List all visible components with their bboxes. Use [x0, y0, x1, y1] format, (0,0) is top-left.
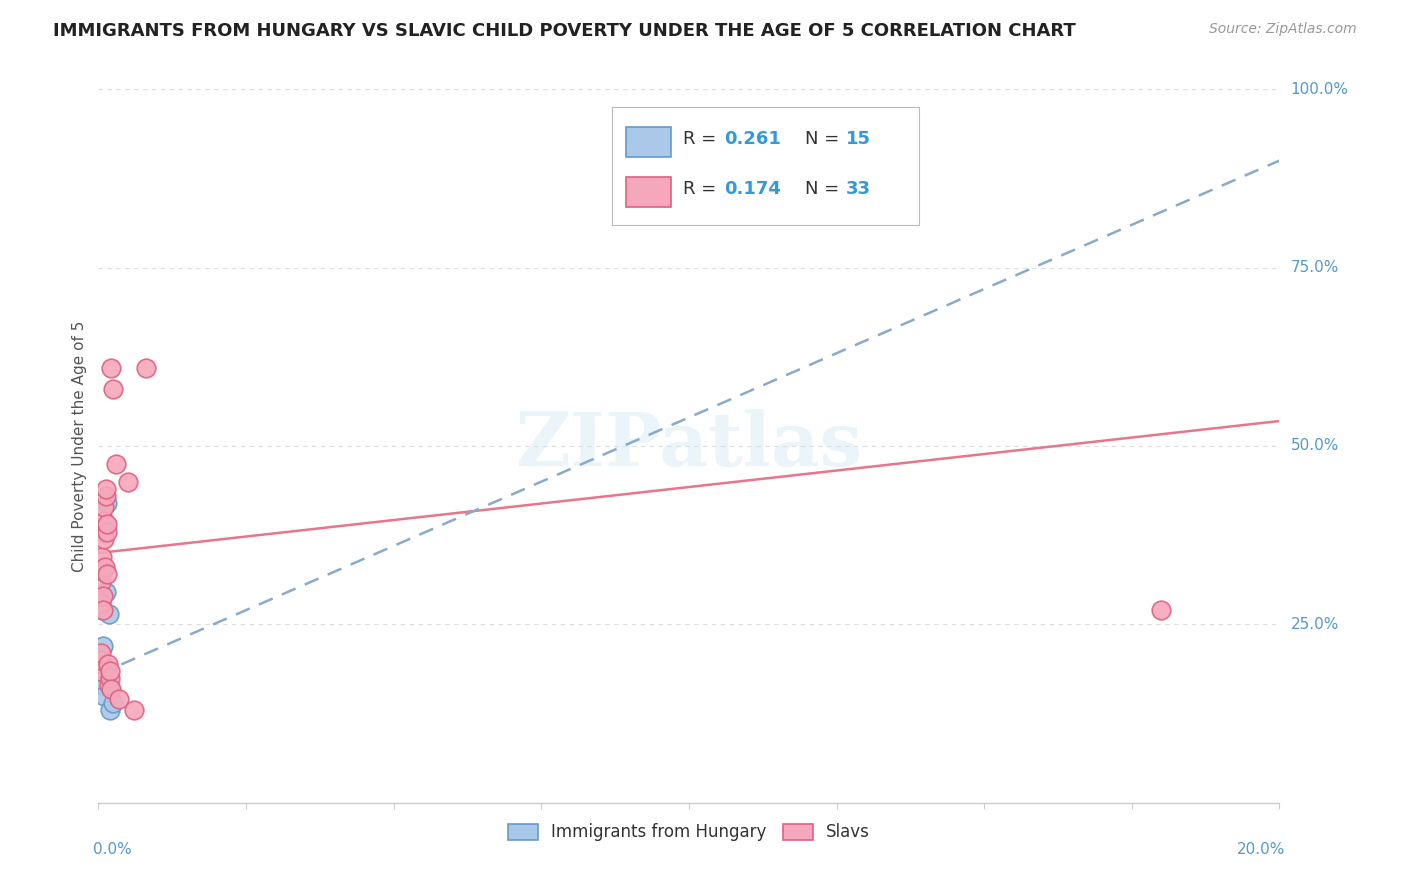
Y-axis label: Child Poverty Under the Age of 5: Child Poverty Under the Age of 5: [72, 320, 87, 572]
Point: [89, 653, 111, 667]
Text: 75.0%: 75.0%: [1291, 260, 1339, 275]
Point: [96, 496, 118, 510]
Point: [98, 671, 121, 685]
Point: [93, 689, 115, 703]
Text: ZIPatlas: ZIPatlas: [516, 409, 862, 483]
Point: [98, 607, 121, 621]
Point: [91, 664, 114, 678]
Point: [93, 500, 115, 514]
Point: [98, 664, 121, 678]
Point: [94, 560, 117, 574]
Point: [98, 678, 121, 692]
Point: [117, 475, 139, 489]
Text: R =: R =: [683, 130, 723, 148]
Point: [91, 639, 114, 653]
Text: 0.261: 0.261: [724, 130, 782, 148]
FancyBboxPatch shape: [626, 127, 671, 157]
Point: [91, 603, 114, 617]
Point: [90, 596, 112, 610]
Point: [103, 382, 125, 396]
Point: [90, 671, 112, 685]
Point: [89, 664, 111, 678]
Text: 15: 15: [846, 130, 872, 148]
Point: [89, 657, 111, 671]
Text: Source: ZipAtlas.com: Source: ZipAtlas.com: [1209, 22, 1357, 37]
Point: [91, 603, 114, 617]
Point: [108, 692, 131, 706]
Text: 20.0%: 20.0%: [1237, 842, 1285, 857]
Point: [98, 703, 121, 717]
Point: [93, 532, 115, 546]
Point: [96, 517, 118, 532]
Text: 0.0%: 0.0%: [93, 842, 131, 857]
Text: N =: N =: [804, 130, 845, 148]
Point: [93, 678, 115, 692]
Point: [94, 585, 117, 599]
Point: [94, 482, 117, 496]
Point: [91, 564, 114, 578]
Text: 25.0%: 25.0%: [1291, 617, 1339, 632]
Point: [90, 646, 112, 660]
Point: [122, 703, 145, 717]
Point: [96, 524, 118, 539]
Text: 0.174: 0.174: [724, 180, 782, 198]
Point: [90, 574, 112, 589]
Text: R =: R =: [683, 180, 723, 198]
Point: [100, 360, 122, 375]
Point: [89, 664, 111, 678]
Point: [100, 681, 122, 696]
Point: [91, 589, 114, 603]
Text: 50.0%: 50.0%: [1291, 439, 1339, 453]
Point: [135, 360, 157, 375]
Point: [96, 567, 118, 582]
Point: [91, 549, 114, 564]
Point: [90, 678, 112, 692]
Point: [91, 524, 114, 539]
Point: [103, 696, 125, 710]
Text: 100.0%: 100.0%: [1291, 82, 1348, 96]
FancyBboxPatch shape: [626, 177, 671, 207]
Legend: Immigrants from Hungary, Slavs: Immigrants from Hungary, Slavs: [501, 817, 877, 848]
Text: 33: 33: [846, 180, 872, 198]
Point: [91, 657, 114, 671]
Point: [97, 657, 120, 671]
Point: [1150, 603, 1173, 617]
Point: [94, 489, 117, 503]
Text: IMMIGRANTS FROM HUNGARY VS SLAVIC CHILD POVERTY UNDER THE AGE OF 5 CORRELATION C: IMMIGRANTS FROM HUNGARY VS SLAVIC CHILD …: [53, 22, 1076, 40]
Point: [93, 514, 115, 528]
Text: N =: N =: [804, 180, 845, 198]
FancyBboxPatch shape: [612, 107, 920, 225]
Point: [105, 457, 128, 471]
Point: [89, 657, 111, 671]
